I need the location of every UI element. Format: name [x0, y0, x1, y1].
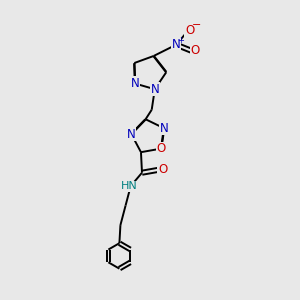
Text: HN: HN — [121, 181, 138, 191]
Text: O: O — [190, 44, 199, 57]
Text: N: N — [160, 122, 168, 135]
Text: N: N — [127, 128, 136, 140]
Text: O: O — [157, 142, 166, 155]
Text: N: N — [172, 38, 181, 51]
Text: N: N — [150, 83, 159, 96]
Text: O: O — [158, 163, 167, 176]
Text: N: N — [131, 77, 140, 90]
Text: O: O — [185, 24, 194, 37]
Text: +: + — [177, 36, 184, 45]
Text: −: − — [191, 20, 201, 30]
